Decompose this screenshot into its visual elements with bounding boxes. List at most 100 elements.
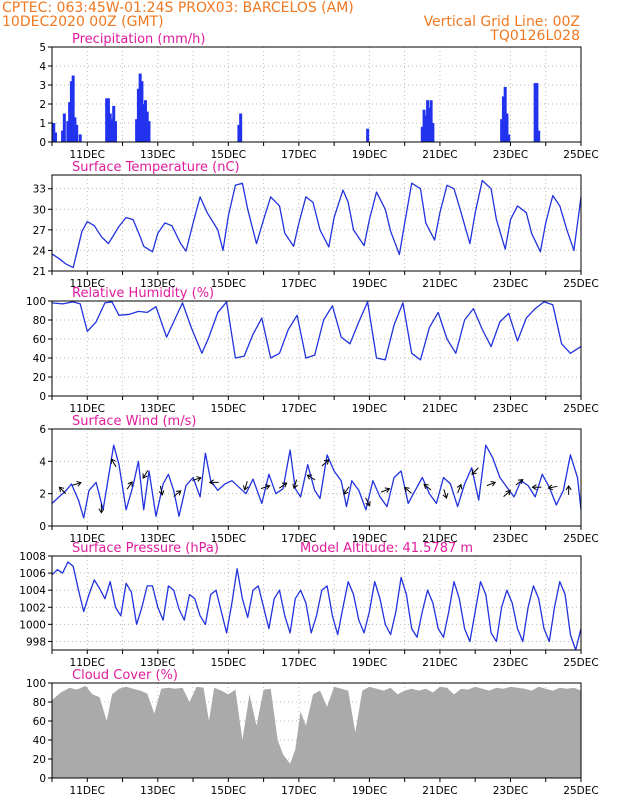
precip-bar [62, 113, 66, 142]
wind-arrow-shaft [192, 477, 202, 481]
precip-bar [138, 73, 142, 142]
precip-bar [69, 81, 73, 142]
wind-arrow-head [175, 490, 182, 496]
wind-arrow [72, 480, 82, 487]
pres-xtick-label: 23DEC [493, 657, 528, 669]
wind-arrow-head [58, 486, 65, 492]
wind-arrow-shaft [293, 479, 298, 489]
precip-bar [427, 107, 431, 142]
precip-bar [145, 111, 149, 142]
precip-ytick-label: 4 [39, 61, 46, 73]
pres-xtick-label: 21DEC [422, 657, 457, 669]
precip-xtick-label: 19DEC [352, 149, 387, 161]
precip-xtick-label: 11DEC [70, 149, 105, 161]
wind-arrow-shaft [365, 497, 371, 506]
wind-xtick-label: 13DEC [140, 533, 175, 545]
wind-arrow-shaft [457, 484, 462, 494]
rh-ytick-label: 60 [33, 334, 46, 346]
wind-arrow [343, 486, 350, 495]
pres-ytick-label: 1006 [19, 568, 46, 580]
header-grid-note: Vertical Grid Line: 00Z [424, 14, 580, 30]
temp-ytick-label: 21 [33, 266, 46, 278]
wind-arrow-head [365, 501, 371, 507]
precip-bar [113, 121, 117, 142]
wind-ytick-label: 6 [39, 424, 46, 436]
wind-arrow [486, 480, 497, 487]
temp-panel: 21 24 27 30 33 11DEC 13DEC 15DEC 17DEC 19DEC 21DEC… [33, 160, 599, 290]
wind-arrow-head [306, 474, 313, 480]
precip-bar [535, 83, 539, 142]
cloud-panel: 0 20 40 60 80 100 11DEC 13DEC 15DEC 17DEC 19DEC 21D… [26, 668, 599, 797]
wind-arrow-head [384, 487, 391, 493]
header-station-line: CPTEC: 063:45W-01:24S PROX03: BARCELOS (… [2, 0, 354, 16]
precip-bar [426, 100, 430, 142]
precip-bar [75, 124, 79, 142]
pres-title: Surface Pressure (hPa) [72, 541, 219, 556]
precip-bar [501, 96, 505, 142]
temp-ytick-label: 30 [33, 204, 46, 216]
precip-bar [431, 123, 435, 142]
rh-series-line [51, 301, 582, 361]
rh-ytick-label: 100 [26, 296, 46, 308]
pres-panel: 998 1000 1002 1004 1006 1008 11DEC 13DEC 15DEC 17… [19, 541, 598, 669]
temp-xtick-label: 13DEC [140, 278, 175, 290]
wind-arrow-head [518, 478, 524, 485]
precip-bar [52, 123, 56, 142]
rh-frame [51, 300, 582, 397]
cloud-xtick-label: 19DEC [352, 785, 387, 797]
wind-arrow-head [531, 484, 537, 491]
wind-arrow [173, 490, 182, 497]
wind-arrow [404, 486, 412, 494]
rh-ytick-label: 40 [33, 353, 46, 365]
wind-xtick-label: 11DEC [70, 533, 105, 545]
rh-title: Relative Humidity (%) [72, 286, 214, 301]
precip-xtick-label: 25DEC [563, 149, 598, 161]
wind-arrow [208, 479, 219, 486]
wind-arrow-shaft [471, 467, 479, 475]
wind-arrow-head [442, 493, 449, 499]
rh-xtick-label: 23DEC [493, 403, 528, 415]
wind-arrow [260, 484, 271, 490]
pres-ytick-label: 1002 [19, 602, 46, 614]
precip-bar [73, 117, 77, 142]
precip-bar [78, 134, 82, 142]
precip-bar [507, 134, 511, 142]
wind-ytick-label: 0 [39, 521, 46, 533]
wind-arrow [242, 481, 249, 491]
wind-xtick-label: 19DEC [352, 533, 387, 545]
wind-arrow-shaft [321, 459, 329, 467]
cloud-xtick-label: 11DEC [70, 785, 105, 797]
wind-arrow-head [505, 490, 511, 496]
temp-xtick-label: 25DEC [563, 278, 598, 290]
wind-arrow-head [110, 458, 116, 464]
precip-bar [66, 121, 70, 142]
precip-bar [143, 100, 147, 142]
precip-bar [135, 119, 139, 142]
wind-arrow-shaft [110, 458, 117, 468]
precip-bar [500, 119, 504, 142]
temp-frame [51, 174, 582, 272]
wind-arrow-head [76, 480, 82, 487]
wind-arrow [423, 483, 432, 491]
panels: 0 1 2 3 4 5 11DEC 13DEC 15DEC 17DEC 19DEC 21DEC 23DE… [19, 32, 598, 797]
wind-arrow-shaft [307, 474, 316, 481]
pres-xtick-label: 25DEC [563, 657, 598, 669]
temp-ytick-label: 33 [33, 184, 46, 196]
wind-arrow-head [456, 483, 463, 490]
pres-ytick-label: 998 [26, 636, 46, 648]
temp-xtick-label: 17DEC [281, 278, 316, 290]
pres-xtick-label: 17DEC [281, 657, 316, 669]
cloud-xtick-label: 13DEC [140, 785, 175, 797]
cloud-title: Cloud Cover (%) [72, 668, 178, 683]
precip-panel: 0 1 2 3 4 5 11DEC 13DEC 15DEC 17DEC 19DEC 21DEC 23DE… [39, 32, 598, 161]
pres-ytick-label: 1008 [19, 551, 46, 563]
precip-ytick-label: 0 [39, 137, 46, 149]
precip-bar [108, 113, 112, 142]
temp-ytick-label: 27 [33, 225, 46, 237]
wind-arrow-shaft [380, 488, 390, 493]
wind-arrow-shaft [486, 481, 496, 487]
rh-xtick-label: 25DEC [563, 403, 598, 415]
precip-bar [54, 132, 58, 142]
header-code: TQ0126L028 [489, 28, 580, 44]
